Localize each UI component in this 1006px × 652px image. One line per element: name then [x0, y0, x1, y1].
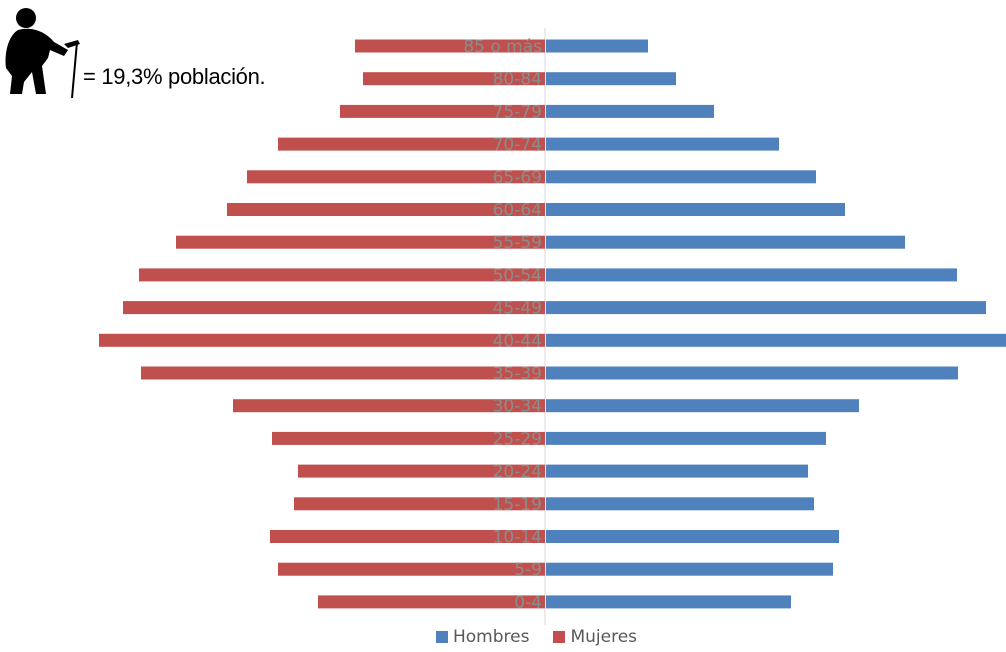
bar-mujeres-3 [278, 137, 545, 151]
category-label-16: 5-9 [514, 560, 542, 580]
category-label-14: 15-19 [493, 495, 542, 515]
category-label-8: 45-49 [493, 299, 542, 319]
bar-mujeres-4 [247, 170, 545, 184]
category-label-4: 65-69 [493, 168, 542, 188]
legend-label-mujeres: Mujeres [570, 627, 638, 647]
bar-mujeres-16 [278, 562, 545, 576]
population-share-annotation: = 19,3% población. [83, 64, 266, 89]
bar-mujeres-10 [141, 366, 545, 380]
bar-hombres-8 [546, 301, 986, 315]
chart-legend: Hombres Mujeres [436, 627, 661, 647]
bar-hombres-7 [546, 268, 957, 282]
category-label-17: 0-4 [514, 593, 542, 613]
bar-mujeres-15 [270, 530, 545, 543]
category-label-10: 35-39 [493, 364, 542, 384]
legend-item-mujeres: Mujeres [553, 627, 637, 647]
bar-hombres-12 [546, 431, 826, 445]
bar-mujeres-6 [176, 235, 545, 249]
bar-hombres-16 [546, 562, 833, 576]
bar-hombres-11 [546, 399, 859, 413]
category-label-15: 10-14 [493, 528, 542, 548]
bar-mujeres-1 [363, 72, 545, 86]
bar-hombres-0 [546, 39, 648, 53]
bar-mujeres-8 [123, 301, 545, 315]
category-label-0: 85 o más [463, 37, 542, 57]
legend-swatch-hombres [436, 631, 448, 643]
category-label-3: 70-74 [493, 135, 542, 155]
bar-mujeres-9 [99, 333, 545, 347]
category-label-5: 60-64 [493, 201, 542, 221]
bar-mujeres-12 [272, 431, 545, 445]
bar-mujeres-14 [294, 497, 545, 511]
bar-hombres-4 [546, 170, 816, 184]
elderly-person-with-cane-icon [5, 8, 80, 98]
legend-swatch-mujeres [553, 631, 566, 643]
category-label-1: 80-84 [493, 70, 542, 90]
bar-mujeres-0 [355, 39, 545, 53]
legend-item-hombres: Hombres [436, 627, 529, 647]
bar-hombres-14 [546, 497, 814, 511]
bar-hombres-10 [546, 366, 958, 380]
bar-hombres-3 [546, 137, 779, 151]
bar-hombres-2 [546, 104, 714, 118]
category-label-12: 25-29 [493, 429, 542, 449]
bar-mujeres-2 [340, 104, 545, 118]
bar-hombres-9 [546, 333, 1006, 347]
bar-mujeres-17 [318, 595, 545, 609]
bar-mujeres-11 [233, 399, 545, 413]
category-label-2: 75-79 [493, 102, 542, 122]
bar-hombres-1 [546, 72, 676, 86]
bar-mujeres-5 [227, 203, 545, 216]
legend-label-hombres: Hombres [453, 627, 530, 647]
category-label-13: 20-24 [493, 462, 542, 482]
bar-mujeres-7 [139, 268, 545, 282]
category-label-9: 40-44 [493, 331, 542, 351]
bar-hombres-17 [546, 595, 791, 609]
bar-hombres-5 [546, 203, 845, 216]
category-label-11: 30-34 [493, 397, 542, 417]
category-label-6: 55-59 [493, 233, 542, 253]
category-label-7: 50-54 [493, 266, 542, 286]
bar-hombres-13 [546, 464, 808, 478]
bar-hombres-15 [546, 530, 839, 543]
bar-mujeres-13 [298, 464, 545, 478]
bar-hombres-6 [546, 235, 905, 249]
